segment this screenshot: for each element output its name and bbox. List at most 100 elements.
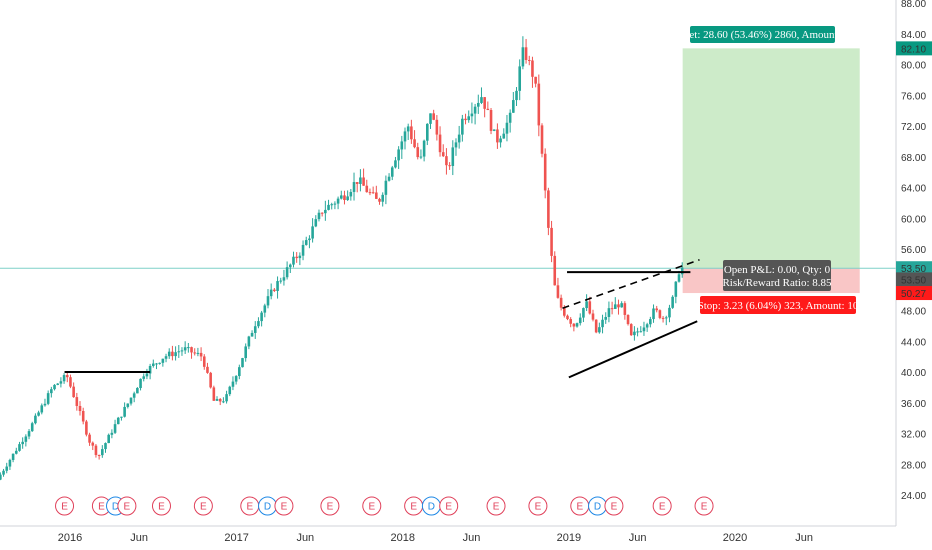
candle <box>94 444 98 458</box>
candle <box>193 348 197 356</box>
candle-body <box>126 403 130 407</box>
y-tick-label: 88.00 <box>901 0 926 10</box>
candle <box>623 301 627 320</box>
candle <box>553 251 557 286</box>
candle <box>403 127 407 150</box>
candle <box>107 433 110 444</box>
dividend-marker: D <box>421 496 441 516</box>
earnings-marker: E <box>486 496 506 516</box>
candle-body <box>441 152 445 157</box>
candle-body <box>247 336 251 347</box>
stop-label: Stop: 3.23 (6.04%) 323, Amount: 10 <box>698 296 859 314</box>
earnings-marker: E <box>604 496 624 516</box>
candle <box>336 196 340 210</box>
candle-body <box>588 301 592 314</box>
candle <box>486 101 490 111</box>
earnings-marker: E <box>694 496 714 516</box>
candle-body <box>410 126 413 140</box>
target-label: Target: 28.60 (53.46%) 2860, Amount: 10 <box>670 26 855 43</box>
candle-body <box>582 308 585 318</box>
candle-body <box>91 442 95 446</box>
candle-body <box>206 366 209 373</box>
candle <box>324 200 327 221</box>
y-tick-label: 40.00 <box>901 368 926 379</box>
candle-body <box>238 367 241 377</box>
event-circle <box>320 496 340 516</box>
candle <box>269 283 273 300</box>
candle-body <box>559 297 563 308</box>
earnings-marker: E <box>320 496 340 516</box>
candle <box>266 289 270 309</box>
candle-body <box>212 387 216 401</box>
candle-body <box>177 351 181 353</box>
candle-body <box>11 453 15 460</box>
event-letter: E <box>535 502 542 513</box>
candle <box>470 102 474 124</box>
candle-body <box>260 312 263 322</box>
candle-body <box>489 110 493 131</box>
price-tag-box <box>896 261 932 276</box>
candle-body <box>457 134 461 143</box>
candle <box>88 432 91 446</box>
candle <box>75 392 79 411</box>
candle-body <box>155 363 158 365</box>
candle <box>598 322 601 334</box>
candle <box>155 362 158 370</box>
candle-body <box>406 126 410 132</box>
candle <box>2 468 5 477</box>
candle <box>59 377 63 388</box>
target-zone <box>682 48 860 269</box>
candle-body <box>492 129 496 131</box>
candle <box>362 168 365 186</box>
candle-body <box>263 305 267 313</box>
candle-body <box>180 350 184 352</box>
candle-body <box>324 209 327 214</box>
candle <box>21 437 24 449</box>
candle <box>5 462 9 474</box>
event-letter: E <box>98 502 105 513</box>
dashed-trend-line <box>562 259 700 309</box>
candle <box>62 373 66 384</box>
candle-body <box>566 315 569 320</box>
candle <box>187 342 190 353</box>
candle-body <box>202 356 206 367</box>
candle-body <box>273 289 276 292</box>
x-tick-label: 2019 <box>557 532 581 544</box>
candle-body <box>62 375 66 382</box>
candle-body <box>43 403 47 406</box>
price-tag-box <box>896 41 932 56</box>
candle <box>674 281 678 304</box>
price-tag-text: 53.50 <box>901 264 926 275</box>
y-tick-label: 44.00 <box>901 337 926 348</box>
candle <box>527 55 531 66</box>
candle <box>11 453 15 463</box>
candle-body <box>308 238 311 241</box>
candle-body <box>253 326 257 333</box>
candle-body <box>72 386 75 398</box>
candle-body <box>120 416 123 418</box>
candle <box>489 108 493 135</box>
candle-body <box>69 377 72 387</box>
candle <box>317 209 321 222</box>
candle <box>8 458 12 470</box>
event-letter: E <box>445 502 452 513</box>
event-letter: D <box>112 502 119 513</box>
candle <box>381 192 385 207</box>
candle <box>483 96 486 118</box>
candle <box>604 312 608 324</box>
candle <box>231 376 235 391</box>
candle <box>244 343 247 362</box>
candle <box>642 321 646 336</box>
candle-body <box>578 317 582 324</box>
price-tag: 50.27 <box>896 286 932 301</box>
candle-body <box>390 167 394 177</box>
candle-body <box>464 118 467 121</box>
event-letter: E <box>659 502 666 513</box>
candle <box>50 386 53 398</box>
stop-label-box <box>700 296 856 314</box>
event-circle <box>55 496 75 516</box>
candle-body <box>591 313 595 320</box>
candle-body <box>209 372 212 388</box>
candle-body <box>403 131 407 142</box>
